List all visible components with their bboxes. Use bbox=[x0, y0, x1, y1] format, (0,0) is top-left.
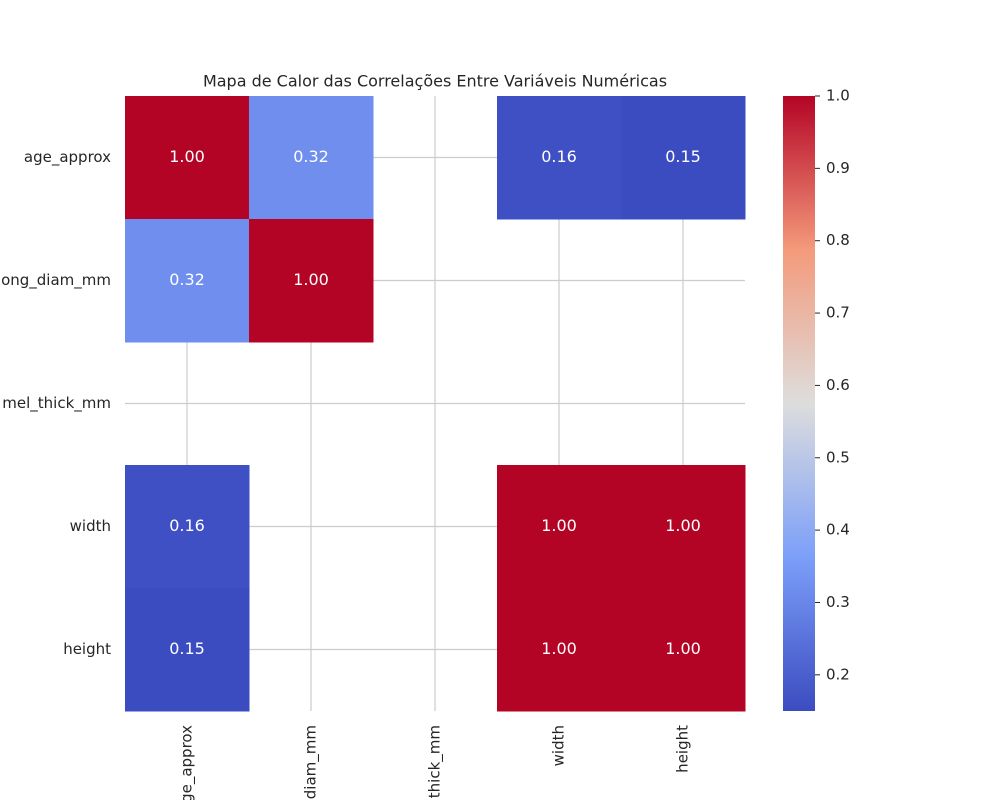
colorbar-tick-label: 0.8 bbox=[826, 231, 850, 249]
cell-label: 0.32 bbox=[169, 270, 205, 289]
cell-label: 0.15 bbox=[169, 639, 205, 658]
y-tick-label: ong_diam_mm bbox=[1, 271, 111, 290]
heatmap-cell bbox=[621, 465, 746, 589]
heatmap-cell bbox=[621, 96, 746, 220]
y-tick-label: width bbox=[70, 517, 111, 535]
heatmap-cell bbox=[125, 219, 250, 343]
y-tick-label: mel_thick_mm bbox=[2, 394, 111, 413]
x-tick-label: diam_mm bbox=[302, 725, 321, 799]
y-tick-label: age_approx bbox=[24, 148, 111, 167]
heatmap-cell bbox=[249, 96, 374, 220]
colorbar-tick-label: 0.5 bbox=[826, 448, 850, 466]
heatmap-cell bbox=[125, 588, 250, 712]
heatmap-cell bbox=[497, 588, 622, 712]
colorbar-tick-label: 0.6 bbox=[826, 376, 850, 394]
cell-label: 1.00 bbox=[169, 147, 205, 166]
colorbar-tick-label: 0.7 bbox=[826, 304, 850, 322]
cell-label: 0.15 bbox=[665, 147, 701, 166]
colorbar-tick-label: 0.2 bbox=[826, 665, 850, 683]
chart-title: Mapa de Calor das Correlações Entre Vari… bbox=[203, 72, 667, 91]
cell-label: 1.00 bbox=[665, 639, 701, 658]
heatmap-cell bbox=[497, 96, 622, 220]
x-tick-label: height bbox=[674, 725, 692, 773]
cell-label: 1.00 bbox=[541, 516, 577, 535]
cell-label: 1.00 bbox=[293, 270, 329, 289]
cell-label: 0.32 bbox=[293, 147, 329, 166]
colorbar bbox=[783, 96, 815, 711]
cell-label: 1.00 bbox=[665, 516, 701, 535]
cell-label: 0.16 bbox=[541, 147, 577, 166]
colorbar-tick-label: 0.4 bbox=[826, 521, 850, 539]
x-tick-label: width bbox=[550, 725, 568, 766]
heatmap-cell bbox=[249, 219, 374, 343]
colorbar-tick-label: 1.0 bbox=[826, 87, 850, 105]
heatmap-cell bbox=[125, 96, 250, 220]
x-tick-label: ge_approx bbox=[178, 725, 197, 800]
heatmap-cell bbox=[125, 465, 250, 589]
cell-label: 1.00 bbox=[541, 639, 577, 658]
cell-label: 0.16 bbox=[169, 516, 205, 535]
y-tick-label: height bbox=[63, 640, 111, 658]
x-tick-label: thick_mm bbox=[426, 725, 445, 798]
colorbar-tick-label: 0.3 bbox=[826, 593, 850, 611]
heatmap-cell bbox=[497, 465, 622, 589]
colorbar-tick-label: 0.9 bbox=[826, 159, 850, 177]
heatmap-cell bbox=[621, 588, 746, 712]
